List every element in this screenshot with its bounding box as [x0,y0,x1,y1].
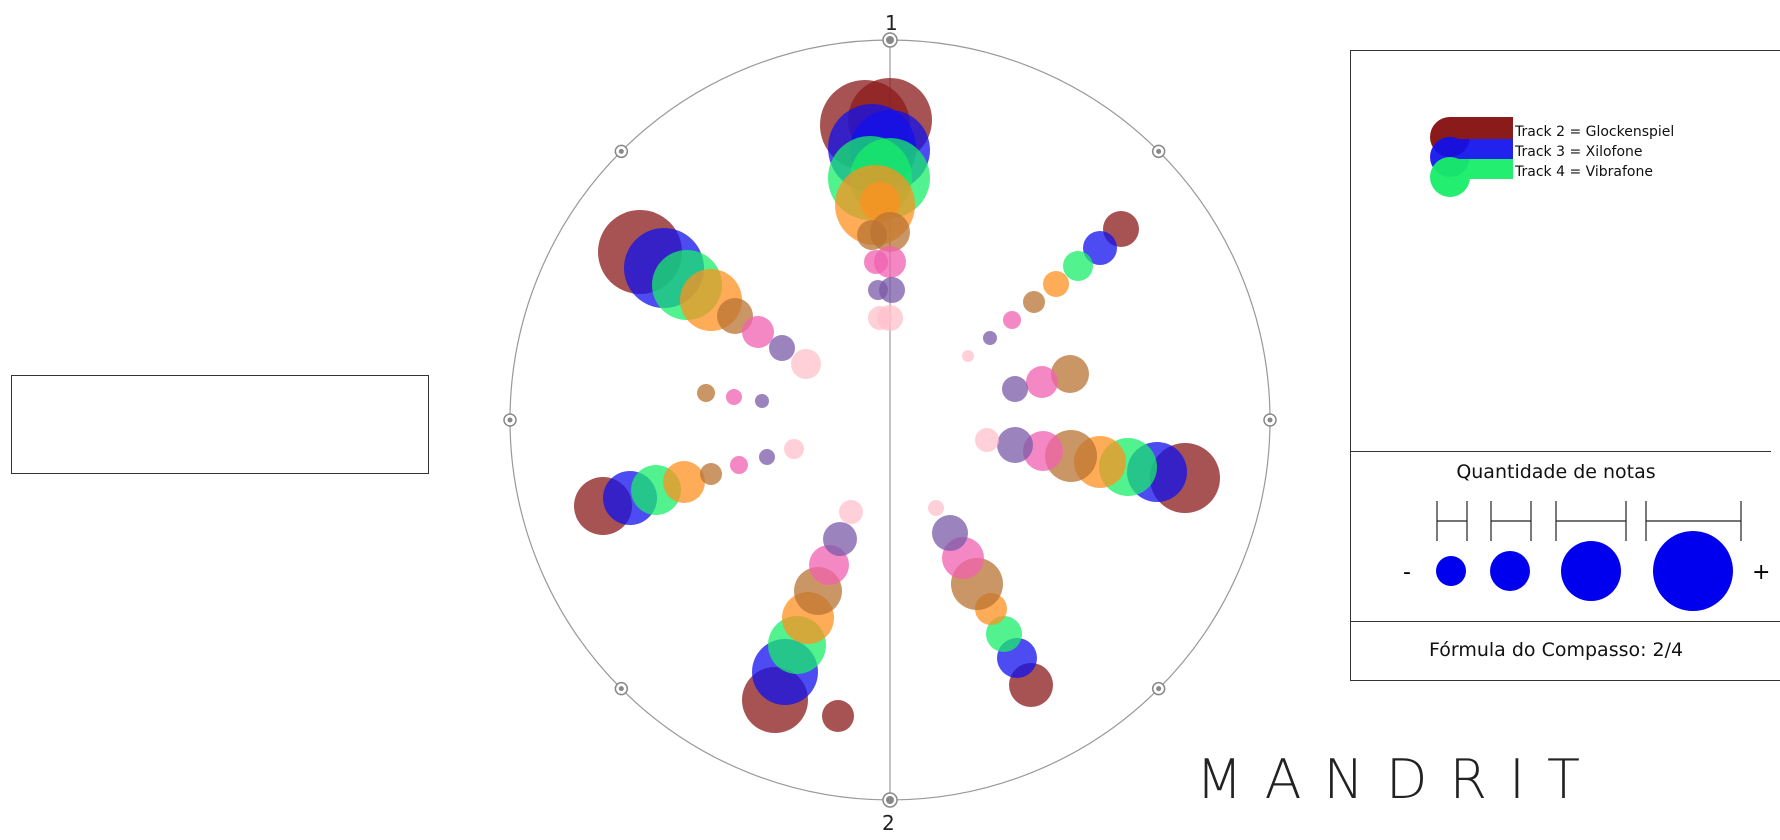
note-bubble [975,428,999,452]
note-bubble [1002,376,1028,402]
note-bubble [823,522,857,556]
note-quantity-scale: Quantidade de notas - + [1351,451,1780,622]
note-quantity-graphic: - + [1403,501,1770,611]
note-bubble [784,439,804,459]
ring-marker-dot-5 [1156,148,1162,154]
ring-marker-dot-2 [507,417,513,423]
note-bubble [868,306,892,330]
time-signature: Fórmula do Compasso: 2/4 [1429,639,1684,661]
note-circle-diagram: 12 [503,11,1277,835]
size-sample-2 [1490,551,1530,591]
beat-label-1: 1 [885,11,898,35]
note-bubble [742,316,774,348]
empty-info-box [11,375,429,474]
brand-logo: MANDRIT [1196,748,1602,811]
ring-marker-dot-4 [618,148,624,154]
info-panel: Track 2 = Glockenspiel Track 3 = Xilofon… [1350,50,1780,681]
note-bubble [663,461,705,503]
size-sample-1 [1436,556,1466,586]
note-bubble [1051,355,1089,393]
note-bubble [726,389,742,405]
legend-label-track-3: Track 3 = Xilofone [1515,144,1643,160]
legend-label-track-4: Track 4 = Vibrafone [1515,164,1653,180]
note-bubble [755,394,769,408]
ring-marker-dot-1 [886,796,894,804]
note-bubble [759,449,775,465]
note-bubble [928,500,944,516]
plus-sign: + [1752,560,1770,585]
ring-marker-dot-6 [618,686,624,692]
ring-marker-dot-0 [886,36,894,44]
note-bubble [962,350,974,362]
note-bubble [1023,291,1045,313]
legend-swatch-track-4 [1430,157,1513,197]
note-bubble [868,280,888,300]
note-quantity-title: Quantidade de notas [1456,461,1656,483]
note-bubble [700,463,722,485]
legend-label-track-2: Track 2 = Glockenspiel [1515,124,1675,140]
note-bubble [1083,231,1117,265]
note-bubble [1026,366,1058,398]
note-bubble [822,700,854,732]
note-bubble [1043,271,1069,297]
bracket-markers [1436,501,1742,541]
note-bubble [932,515,968,551]
legend-swatches [1430,117,1513,197]
size-sample-4 [1653,531,1733,611]
note-bubble [864,250,888,274]
note-bubble [697,384,715,402]
note-bubble [1023,431,1063,471]
note-bubble [983,331,997,345]
note-bubble [839,500,863,524]
note-bubble [986,616,1022,652]
ring-marker-dot-3 [1267,417,1273,423]
note-bubble [997,427,1033,463]
note-bubble [1063,251,1093,281]
size-sample-3 [1561,541,1621,601]
note-bubble [791,349,821,379]
track-legend: Track 2 = Glockenspiel Track 3 = Xilofon… [1351,51,1771,452]
note-bubble [730,456,748,474]
minus-sign: - [1403,560,1411,585]
note-bubble [1003,311,1021,329]
note-bubble [769,335,795,361]
beat-label-2: 2 [882,811,895,835]
ring-marker-dot-7 [1156,686,1162,692]
note-bubble [857,220,887,250]
